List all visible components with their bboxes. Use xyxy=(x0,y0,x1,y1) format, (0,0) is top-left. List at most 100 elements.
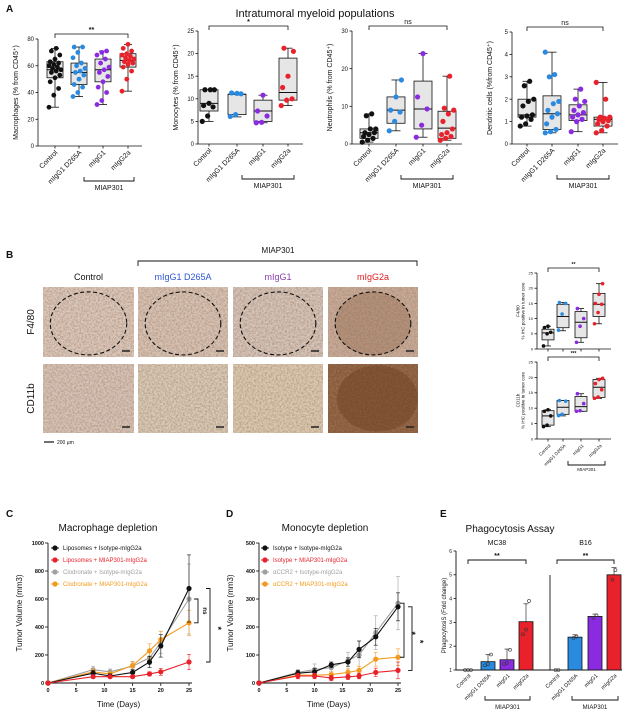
boxplot-A1: 0 20 40 60 80 Macrophages (% from CD45⁺) Contr… xyxy=(13,27,142,192)
legend-item: Clodronate + MIAP301-mIgG2a xyxy=(51,581,148,588)
data-point xyxy=(574,634,579,639)
data-point xyxy=(563,301,568,306)
data-point xyxy=(57,72,63,78)
data-point xyxy=(201,102,207,109)
x-tick-label: 20 xyxy=(367,688,373,694)
x-tick-label: 10 xyxy=(312,688,318,694)
legend-item: Liposomes + Isotype-mIgG2a xyxy=(51,545,142,552)
significance-label: ** xyxy=(494,553,500,560)
box-migg1-d265a xyxy=(227,90,247,120)
bar xyxy=(518,599,534,671)
data-point xyxy=(469,668,473,672)
column-header: mIgG1 xyxy=(264,272,291,282)
y-axis-label: Neutrophils (% from CD45⁺) xyxy=(327,44,334,132)
data-point xyxy=(356,673,362,679)
data-point xyxy=(356,667,362,674)
data-point xyxy=(158,669,164,675)
tissue-texture xyxy=(43,364,134,433)
data-point xyxy=(613,568,618,572)
significance-bracket xyxy=(400,602,405,658)
data-point xyxy=(574,119,580,125)
group-label: MIAP301 xyxy=(413,183,442,190)
data-point xyxy=(578,324,582,329)
tissue-texture xyxy=(43,287,134,357)
data-point xyxy=(524,627,528,632)
y-tick-label: 5 xyxy=(531,421,534,426)
group-bracket xyxy=(556,175,610,180)
group-bracket xyxy=(567,461,606,466)
data-point xyxy=(554,111,561,117)
data-point xyxy=(601,115,607,121)
data-point xyxy=(560,412,564,417)
data-point xyxy=(70,94,76,99)
data-point xyxy=(576,103,582,109)
data-point xyxy=(440,118,446,124)
group-bracket xyxy=(83,177,135,182)
data-point xyxy=(557,398,562,403)
data-point xyxy=(80,84,85,90)
legend-marker xyxy=(52,557,58,563)
data-point xyxy=(359,139,365,145)
data-point xyxy=(575,391,580,396)
significance-bracket xyxy=(208,25,289,30)
box-migg1 xyxy=(94,48,112,107)
histology-image xyxy=(43,364,134,433)
boxplot-B1: 0 5 10 15 20 25 F4/80% IHC positive in tumor c… xyxy=(515,262,611,352)
data-point xyxy=(290,48,296,54)
data-point xyxy=(49,48,54,54)
data-point xyxy=(70,55,76,61)
bar xyxy=(553,668,561,672)
bar-rect xyxy=(518,621,534,671)
y-tick-label: 800 xyxy=(35,569,44,575)
box-migg2a xyxy=(437,73,457,143)
y-axis-label-line: Neutrophils (% from CD45⁺) xyxy=(327,44,334,132)
series-line xyxy=(258,602,399,684)
data-point xyxy=(413,134,419,140)
data-point xyxy=(104,90,109,95)
data-point xyxy=(295,673,301,679)
data-point xyxy=(556,413,561,418)
data-point xyxy=(373,669,379,675)
data-point xyxy=(124,76,130,82)
data-point xyxy=(362,130,368,136)
data-point xyxy=(398,77,404,83)
bar-rect xyxy=(606,574,622,671)
x-tick-label: mIgG2a xyxy=(588,443,603,458)
column-header: Control xyxy=(74,272,103,282)
data-point xyxy=(574,340,579,345)
data-point xyxy=(126,58,132,63)
y-tick-label: 3 xyxy=(449,620,452,626)
data-point xyxy=(599,302,604,307)
y-axis-label-line: Monocytes (% from CD45⁺) xyxy=(173,44,180,130)
group-bracket xyxy=(571,696,619,701)
y-axis-label: Macrophages (% from CD45⁺) xyxy=(13,45,20,140)
bar xyxy=(463,668,473,672)
data-point xyxy=(234,90,240,96)
data-point xyxy=(75,49,81,55)
legend-label: Clodronate + Isotype-mIgG2a xyxy=(63,570,143,576)
data-point xyxy=(519,114,525,120)
tumor-core-outline xyxy=(144,291,222,356)
panel-name: B16 xyxy=(579,540,592,547)
box-migg1 xyxy=(574,391,588,414)
y-axis-label: Monocytes (% from CD45⁺) xyxy=(173,44,180,130)
data-point xyxy=(597,377,601,382)
data-point xyxy=(259,119,265,125)
x-tick-label: mIgG2a xyxy=(585,147,608,170)
y-axis-label-line: F4/80 xyxy=(515,305,520,317)
data-point xyxy=(544,121,550,127)
column-header: mIgG1 D265A xyxy=(154,272,211,282)
data-point xyxy=(580,110,587,116)
data-point xyxy=(541,344,546,348)
legend-label: Liposomes + Isotype-mIgG2a xyxy=(63,546,142,552)
data-point xyxy=(571,107,577,113)
y-tick-label: 6 xyxy=(449,549,452,555)
box-control xyxy=(199,87,219,124)
y-tick-label: 1000 xyxy=(32,541,44,547)
histology-image xyxy=(328,364,418,433)
y-tick-label: 500 xyxy=(246,541,255,547)
x-tick-label: mIgG2a xyxy=(429,147,452,170)
data-point xyxy=(449,126,455,132)
data-point xyxy=(82,66,88,71)
